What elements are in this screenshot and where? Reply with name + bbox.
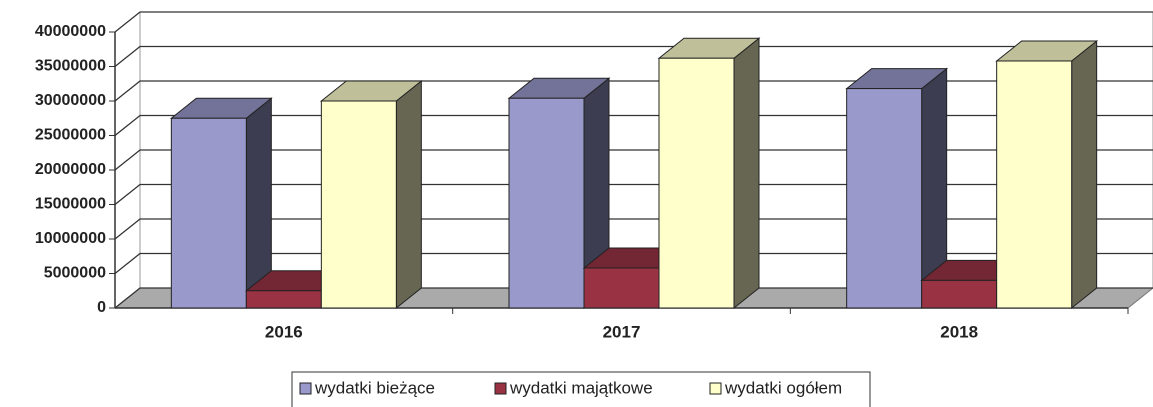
bar: [921, 279, 998, 309]
grid-line: [114, 252, 1153, 275]
x-tick-label: 2017: [603, 322, 641, 341]
legend-box: [291, 371, 871, 407]
y-tick-label: 0: [97, 299, 106, 316]
y-tick-label: 20000000: [35, 161, 106, 178]
bar: [245, 290, 322, 309]
bar: [508, 97, 585, 309]
bar: [583, 267, 660, 309]
legend-swatch: [494, 382, 507, 395]
legend-swatch: [709, 382, 722, 395]
y-tick-label: 25000000: [35, 127, 106, 144]
y-tick-label: 40000000: [35, 23, 106, 40]
y-tick-label: 10000000: [35, 230, 106, 247]
legend-label: wydatki ogółem: [724, 378, 842, 397]
grid-line: [114, 80, 1153, 102]
bar: [996, 60, 1073, 309]
y-tick-label: 5000000: [44, 265, 106, 282]
x-tick-label: 2016: [265, 322, 303, 341]
x-tick-label: 2018: [940, 322, 978, 341]
grid-line: [114, 218, 1153, 240]
bar-side: [733, 37, 760, 310]
bar: [846, 88, 923, 309]
grid-line: [114, 11, 1153, 33]
bar: [320, 100, 397, 309]
bar: [658, 57, 735, 309]
legend-swatch: [299, 382, 312, 395]
bar: [170, 117, 247, 309]
bar-side: [1071, 39, 1098, 310]
y-tick-label: 15000000: [35, 196, 106, 213]
grid-line: [114, 183, 1153, 206]
bar-side: [395, 79, 422, 310]
grid-line: [114, 114, 1153, 137]
legend-label: wydatki majątkowe: [509, 378, 653, 397]
legend-label: wydatki bieżące: [314, 378, 435, 397]
grid-line: [114, 287, 1153, 309]
y-tick-label: 35000000: [35, 58, 106, 75]
grid-line: [114, 45, 1153, 68]
grid-line: [114, 149, 1153, 171]
y-tick-label: 30000000: [35, 92, 106, 109]
